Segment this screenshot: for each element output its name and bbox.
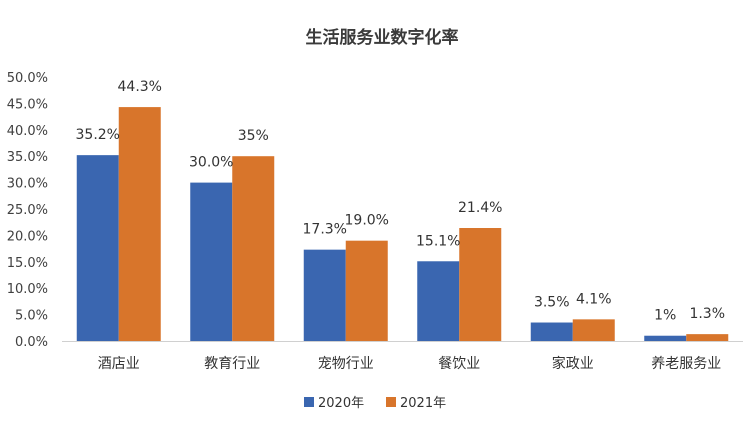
- data-label: 44.3%: [118, 79, 162, 95]
- bar-series-1: [303, 249, 346, 341]
- data-label: 17.3%: [303, 222, 347, 238]
- legend-label: 2021年: [400, 396, 446, 411]
- data-label: 35.2%: [76, 127, 120, 143]
- data-label: 21.4%: [458, 200, 502, 216]
- y-tick-label: 40.0%: [7, 124, 48, 139]
- bar-series-1: [190, 182, 233, 341]
- y-tick-label: 25.0%: [7, 203, 48, 218]
- legend: 2020年 2021年: [304, 396, 446, 411]
- x-tick-label: 宠物行业: [318, 356, 374, 372]
- bar-series-2: [686, 334, 729, 341]
- x-tick-label: 家政业: [552, 355, 594, 372]
- x-tick-label: 酒店业: [98, 356, 140, 372]
- y-axis: 0.0% 5.0% 10.0% 15.0% 20.0% 25.0% 30.0% 35.0% 40…: [7, 71, 48, 350]
- data-label: 35%: [238, 128, 269, 144]
- y-tick-label: 30.0%: [7, 177, 48, 192]
- data-label: 1.3%: [689, 306, 725, 322]
- x-tick-label: 教育行业: [204, 356, 260, 372]
- data-labels: 35.2% 44.3% 30.0% 35% 17.3%19.0% 15.1% 21.4% 3.…: [76, 79, 726, 324]
- y-tick-label: 10.0%: [7, 282, 48, 297]
- data-label: 4.1%: [576, 291, 612, 307]
- bar-series-1: [530, 322, 573, 341]
- data-label: 3.5%: [534, 295, 570, 311]
- y-tick-label: 5.0%: [15, 309, 48, 324]
- x-axis: 酒店业 教育行业 宠物行业 餐饮业 家政业 养老服务业: [62, 341, 743, 372]
- bar-series-2: [118, 107, 161, 341]
- bar-series-2: [232, 156, 275, 341]
- bar-series-1: [644, 335, 687, 341]
- chart-title: 生活服务业数字化率: [306, 27, 459, 48]
- x-tick-label: 养老服务业: [651, 356, 721, 372]
- data-label: 15.1%: [416, 233, 460, 249]
- bars: [76, 107, 729, 341]
- y-tick-label: 35.0%: [7, 150, 48, 165]
- data-label: 30.0%: [189, 155, 233, 171]
- x-tick-label: 餐饮业: [438, 356, 480, 372]
- data-label: 19.0%: [345, 213, 389, 229]
- bar-series-2: [345, 240, 388, 341]
- legend-label: 2020年: [318, 396, 364, 411]
- bar-series-2: [459, 228, 502, 341]
- y-tick-label: 15.0%: [7, 256, 48, 271]
- y-tick-label: 50.0%: [7, 71, 48, 86]
- bar-series-2: [572, 319, 615, 341]
- y-tick-label: 45.0%: [7, 97, 48, 112]
- y-tick-label: 0.0%: [15, 335, 48, 350]
- legend-swatch: [386, 397, 396, 407]
- data-label: 1%: [654, 308, 676, 324]
- bar-series-1: [76, 155, 119, 341]
- bar-series-1: [417, 261, 460, 341]
- y-tick-label: 20.0%: [7, 229, 48, 244]
- legend-swatch: [304, 397, 314, 407]
